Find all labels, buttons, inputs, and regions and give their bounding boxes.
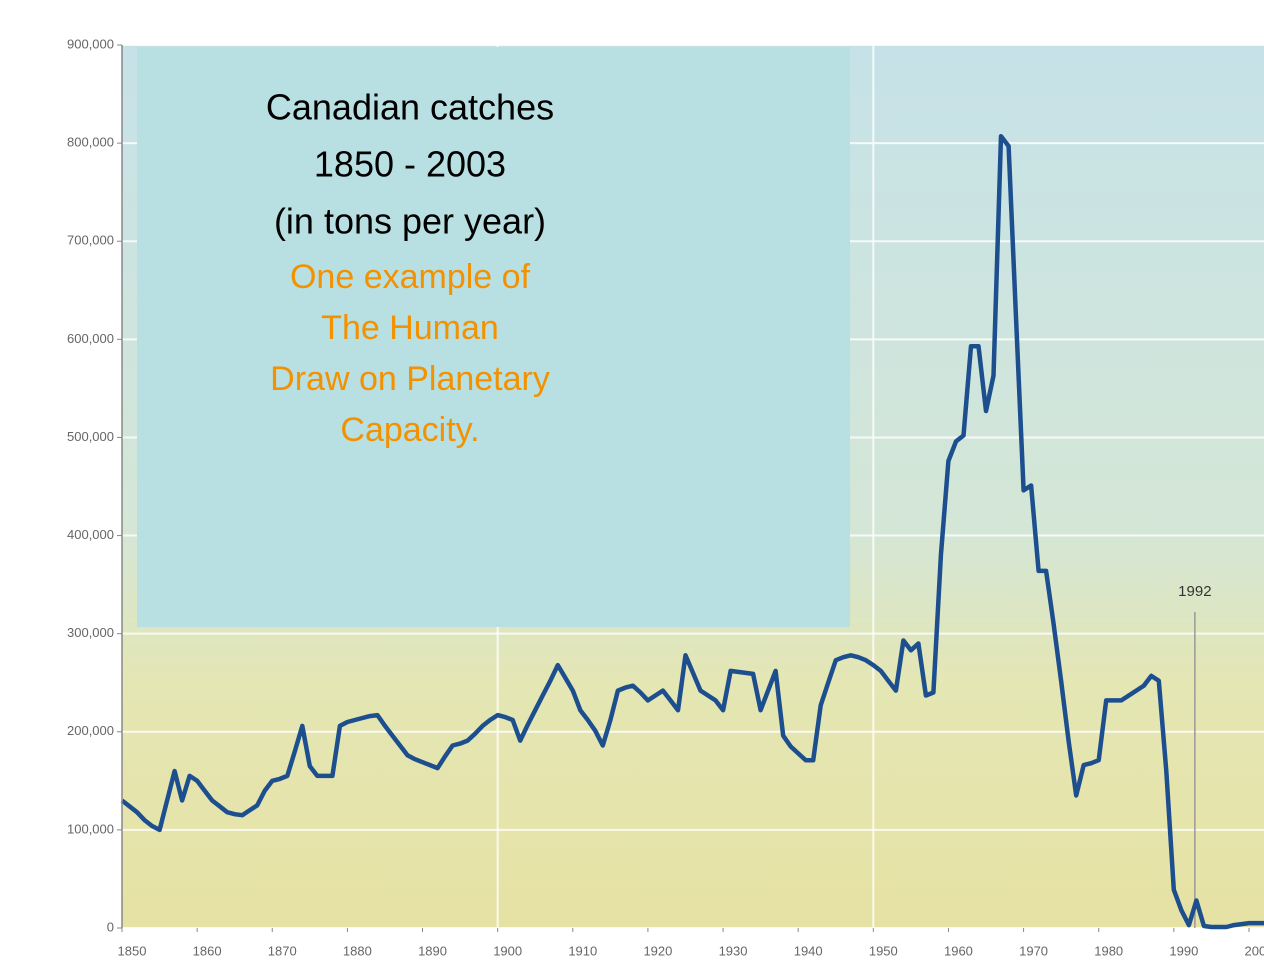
x-tick-label: 1950 — [869, 943, 898, 958]
x-tick-label: 1960 — [944, 943, 973, 958]
x-tick-label: 1990 — [1169, 943, 1198, 958]
y-tick-label: 800,000 — [67, 135, 114, 150]
y-tick-label: 100,000 — [67, 821, 114, 836]
title-line: (in tons per year) — [274, 201, 546, 242]
x-tick-label: 1920 — [643, 943, 672, 958]
x-tick-label: 1890 — [418, 943, 447, 958]
y-tick-label: 900,000 — [67, 36, 114, 51]
x-tick-label: 1850 — [118, 943, 147, 958]
annotation-label: 1992 — [1178, 583, 1211, 600]
subtitle-line: Draw on Planetary — [270, 360, 550, 398]
y-tick-label: 300,000 — [67, 625, 114, 640]
x-tick-label: 1940 — [794, 943, 823, 958]
y-tick-label: 200,000 — [67, 723, 114, 738]
y-tick-label: 500,000 — [67, 429, 114, 444]
title-box — [137, 47, 850, 627]
subtitle-line: One example of — [290, 258, 531, 296]
y-tick-label: 700,000 — [67, 233, 114, 248]
x-tick-label: 1930 — [719, 943, 748, 958]
series-line — [120, 133, 1264, 930]
title-line: Canadian catches — [266, 87, 554, 128]
subtitle-line: The Human — [321, 309, 499, 347]
y-tick-label: 400,000 — [67, 527, 114, 542]
x-tick-label: 1980 — [1094, 943, 1123, 958]
title-line: 1850 - 2003 — [314, 144, 506, 185]
x-tick-label: 1970 — [1019, 943, 1048, 958]
y-tick-label: 600,000 — [67, 331, 114, 346]
x-tick-label: 1870 — [268, 943, 297, 958]
x-tick-label: 1910 — [568, 943, 597, 958]
y-tick-label: 0 — [107, 919, 114, 934]
subtitle-line: Capacity. — [340, 411, 479, 449]
x-tick-label: 1900 — [493, 943, 522, 958]
x-tick-label: 1880 — [343, 943, 372, 958]
x-tick-label: 2000 — [1245, 943, 1264, 958]
x-tick-label: 1860 — [193, 943, 222, 958]
